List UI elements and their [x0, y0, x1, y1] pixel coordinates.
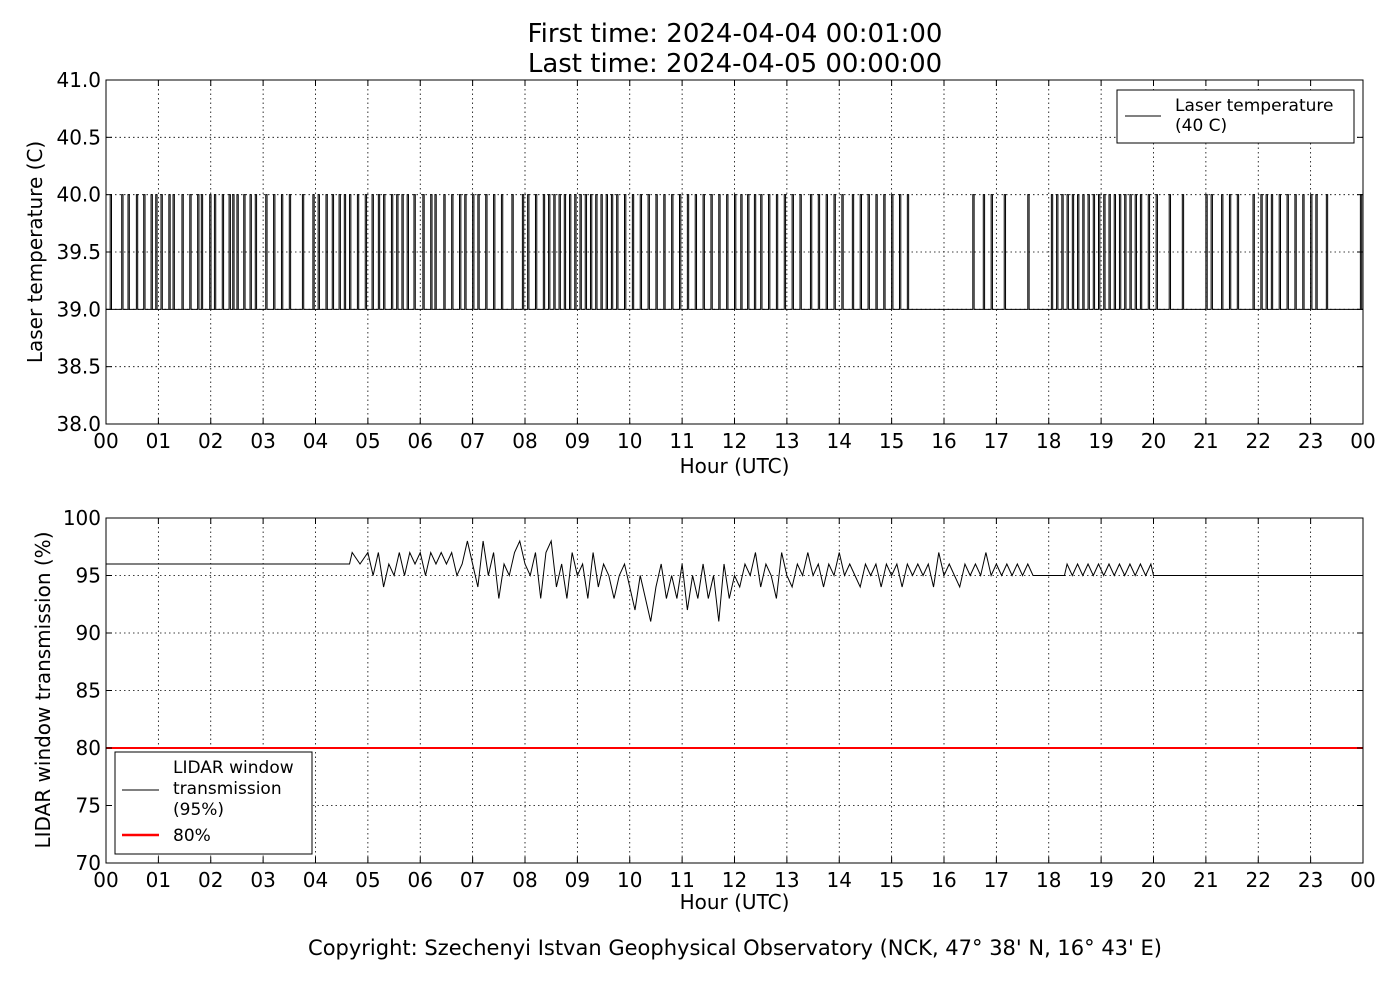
y-tick-label: 80: [76, 736, 101, 760]
x-tick-label: 22: [1246, 429, 1271, 453]
x-tick-label: 23: [1298, 868, 1323, 892]
x-tick-label: 13: [774, 868, 799, 892]
x-tick-label: 19: [1088, 429, 1113, 453]
x-tick-label: 16: [931, 868, 956, 892]
legend-box: [114, 751, 313, 855]
y-tick-label: 95: [76, 564, 101, 588]
x-tick-label: 13: [774, 429, 799, 453]
y-axis-label: LIDAR window transmission (%): [31, 532, 55, 849]
x-tick-label: 00: [93, 429, 118, 453]
x-tick-label: 06: [408, 868, 433, 892]
x-tick-label: 00: [1350, 429, 1375, 453]
laser-temperature-panel: 00 01 02 03 04 05 06 07 08 09 10 11 12 13 14 15 16 17 18 19…: [23, 68, 1376, 478]
lidar-transmission-panel: 00 01 02 03 04 05 06 07 08 09 10 11 12 13 14 15 16 17 18 19…: [31, 506, 1376, 914]
x-tick-label: 07: [460, 868, 485, 892]
chart-title-first-time: First time: 2024-04-04 00:01:00: [527, 19, 943, 49]
x-tick-label: 20: [1141, 868, 1166, 892]
y-tick-label: 40.0: [56, 183, 101, 207]
legend-label-laser: Laser temperature: [1175, 96, 1333, 116]
x-tick-label: 15: [879, 429, 904, 453]
x-tick-label: 03: [250, 868, 275, 892]
x-tick-label: 04: [303, 868, 328, 892]
x-tick-label: 21: [1193, 429, 1218, 453]
legend-label-lidar: LIDAR window: [173, 758, 294, 778]
chart-title-last-time: Last time: 2024-04-05 00:00:00: [527, 49, 943, 79]
x-tick-label: 19: [1088, 868, 1113, 892]
x-tick-label: 09: [565, 868, 590, 892]
legend-label-lidar: transmission: [173, 779, 282, 799]
x-tick-label: 20: [1141, 429, 1166, 453]
x-tick-label: 12: [722, 429, 747, 453]
x-tick-label: 08: [512, 868, 537, 892]
y-tick-label: 38.0: [56, 412, 101, 436]
y-tick-label: 90: [76, 621, 101, 645]
x-tick-label: 02: [198, 868, 223, 892]
x-tick-label: 15: [879, 868, 904, 892]
x-tick-label: 05: [355, 868, 380, 892]
legend-label-lidar: (95%): [173, 800, 224, 820]
x-tick-label: 02: [198, 429, 223, 453]
y-tick-label: 40.5: [56, 125, 101, 149]
x-tick-label: 03: [250, 429, 275, 453]
x-tick-label: 21: [1193, 868, 1218, 892]
x-tick-label: 14: [827, 429, 852, 453]
x-tick-label: 11: [669, 868, 694, 892]
x-tick-label: 00: [93, 868, 118, 892]
copyright-footer: Copyright: Szechenyi Istvan Geophysical …: [308, 936, 1162, 960]
y-tick-label: 39.5: [56, 240, 101, 264]
x-tick-label: 00: [1350, 868, 1375, 892]
y-tick-label: 100: [63, 506, 101, 530]
x-tick-label: 14: [827, 868, 852, 892]
legend-label-laser: (40 C): [1175, 116, 1227, 136]
y-axis-label: Laser temperature (C): [23, 141, 47, 363]
x-tick-label: 18: [1036, 429, 1061, 453]
x-axis-label: Hour (UTC): [680, 890, 790, 914]
laser-temperature-line: [106, 194, 1363, 310]
x-tick-label: 10: [617, 429, 642, 453]
x-tick-label: 01: [146, 429, 171, 453]
x-tick-label: 18: [1036, 868, 1061, 892]
x-tick-label: 09: [565, 429, 590, 453]
y-tick-label: 41.0: [56, 68, 101, 92]
x-tick-label: 12: [722, 868, 747, 892]
x-tick-label: 10: [617, 868, 642, 892]
x-tick-label: 05: [355, 429, 380, 453]
y-tick-label: 38.5: [56, 355, 101, 379]
x-tick-label: 07: [460, 429, 485, 453]
x-tick-label: 17: [984, 429, 1009, 453]
y-tick-label: 70: [76, 851, 101, 875]
x-tick-label: 23: [1298, 429, 1323, 453]
x-tick-label: 06: [408, 429, 433, 453]
lidar-transmission-line: [106, 539, 1363, 622]
x-axis-label: Hour (UTC): [680, 454, 790, 478]
y-tick-label: 75: [76, 794, 101, 818]
x-tick-label: 22: [1246, 868, 1271, 892]
x-tick-label: 17: [984, 868, 1009, 892]
x-tick-label: 08: [512, 429, 537, 453]
x-tick-label: 04: [303, 429, 328, 453]
y-tick-label: 39.0: [56, 297, 101, 321]
x-tick-label: 11: [669, 429, 694, 453]
x-tick-label: 01: [146, 868, 171, 892]
legend-label-threshold: 80%: [173, 826, 211, 846]
x-tick-label: 16: [931, 429, 956, 453]
y-tick-label: 85: [76, 679, 101, 703]
